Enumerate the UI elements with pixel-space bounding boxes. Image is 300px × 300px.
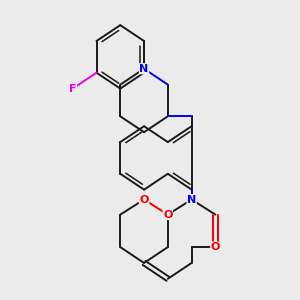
Text: O: O	[211, 242, 220, 252]
Text: O: O	[140, 194, 149, 205]
Text: F: F	[69, 84, 76, 94]
Text: N: N	[187, 194, 196, 205]
Text: N: N	[140, 64, 149, 74]
Text: O: O	[163, 210, 172, 220]
